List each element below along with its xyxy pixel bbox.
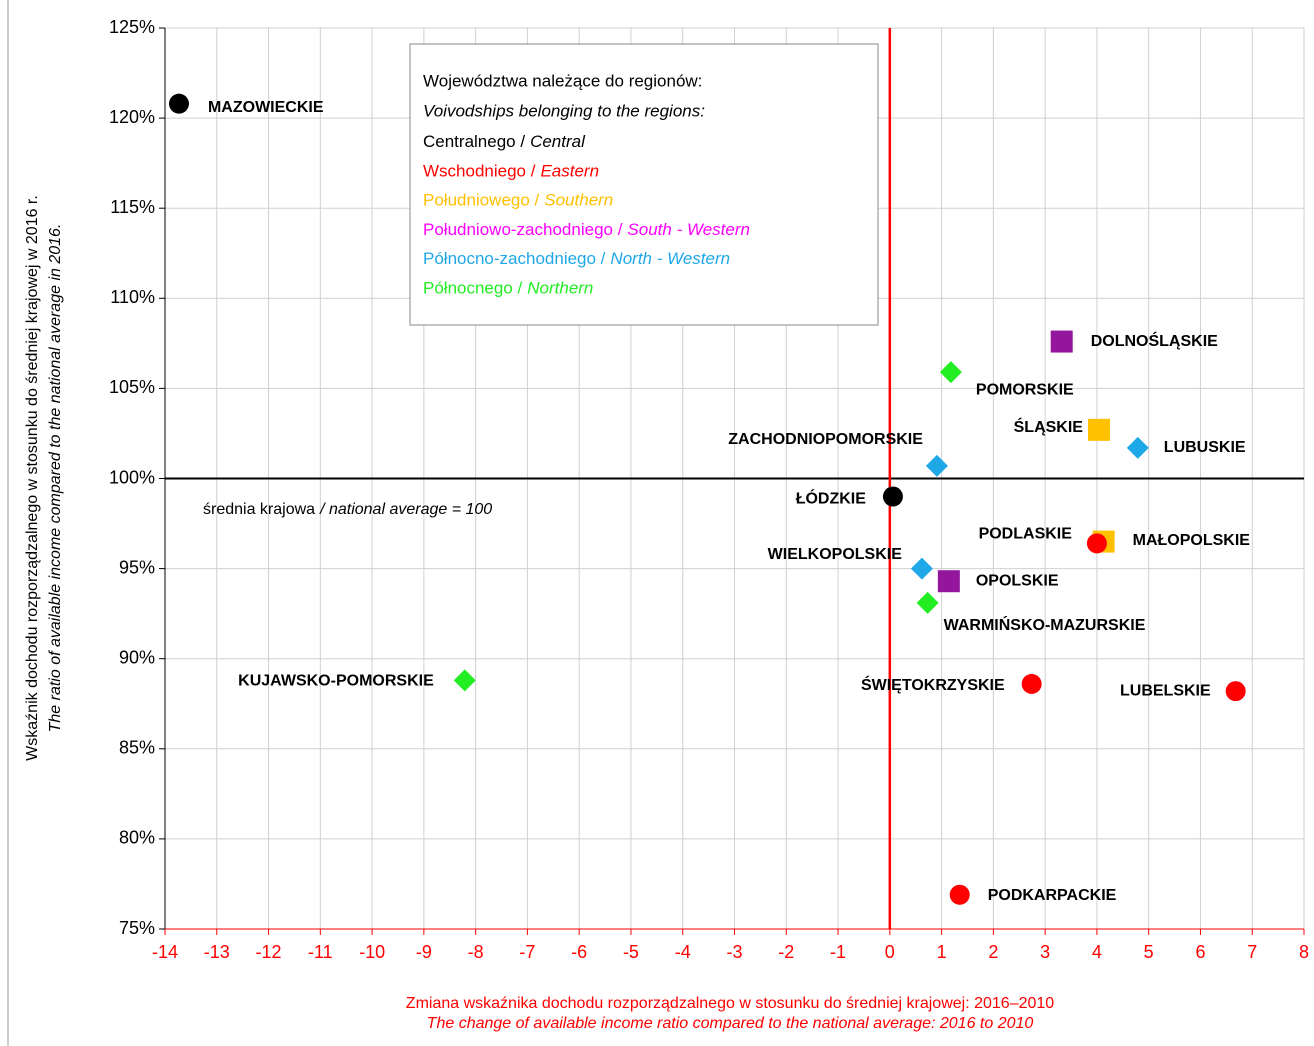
x-tick-label: 0 bbox=[885, 942, 895, 962]
x-tick-label: -1 bbox=[830, 942, 846, 962]
x-tick-label: 8 bbox=[1299, 942, 1309, 962]
point-label: PODLASKIE bbox=[979, 526, 1073, 543]
point bbox=[1087, 418, 1110, 441]
y-tick-label: 110% bbox=[110, 287, 155, 307]
x-axis-title: Zmiana wskaźnika dochodu rozporządzalneg… bbox=[406, 995, 1054, 1012]
point-label: LUBUSKIE bbox=[1164, 439, 1246, 456]
point bbox=[453, 669, 476, 692]
point-label: ZACHODNIOPOMORSKIE bbox=[728, 431, 923, 448]
point-label: MAŁOPOLSKIE bbox=[1133, 532, 1251, 549]
legend-entry-en: Central bbox=[530, 132, 586, 151]
point-label: PODKARPACKIE bbox=[988, 887, 1117, 904]
x-tick-label: -12 bbox=[256, 942, 282, 962]
y-tick-label: 90% bbox=[119, 647, 155, 667]
y-tick-label: 85% bbox=[119, 738, 155, 758]
y-tick-label: 120% bbox=[109, 107, 155, 127]
point bbox=[937, 570, 960, 593]
point-label: MAZOWIECKIE bbox=[208, 99, 324, 116]
point bbox=[1126, 436, 1149, 459]
legend-entry: Północnego / Northern bbox=[423, 279, 593, 298]
x-tick-label: -6 bbox=[571, 942, 587, 962]
point-label: KUJAWSKO-POMORSKIE bbox=[238, 673, 434, 690]
y-tick-label: 125% bbox=[109, 17, 155, 37]
y-axis-title-en: The ratio of available income compared t… bbox=[47, 224, 64, 733]
x-tick-label: 1 bbox=[937, 942, 947, 962]
legend-entry-pl: Południowo-zachodniego / bbox=[423, 220, 623, 239]
point bbox=[1086, 533, 1107, 554]
x-tick-label: -11 bbox=[308, 942, 333, 962]
point bbox=[949, 884, 970, 905]
point-label: LUBELSKIE bbox=[1120, 682, 1211, 699]
annotation: średnia krajowa / national average = 100 bbox=[203, 501, 492, 518]
y-tick-label: 100% bbox=[109, 467, 155, 487]
legend-entry-en: North - Western bbox=[610, 250, 730, 269]
legend-heading-en: Voivodships belonging to the regions: bbox=[423, 101, 705, 120]
legend-entry-pl: Północnego / bbox=[423, 279, 523, 298]
legend-entry-pl: Południowego / bbox=[423, 191, 540, 210]
legend-entry-en: Eastern bbox=[540, 162, 599, 181]
x-axis-title-en: The change of available income ratio com… bbox=[427, 1015, 1034, 1032]
annotation-pl: średnia krajowa bbox=[203, 501, 315, 518]
legend-entry-pl: Wschodniego / bbox=[423, 162, 536, 181]
legend-entry: Południowego / Southern bbox=[423, 191, 613, 210]
y-tick-label: 80% bbox=[119, 828, 155, 848]
point-label: DOLNOŚLĄSKIE bbox=[1091, 331, 1218, 350]
x-tick-label: -13 bbox=[204, 942, 230, 962]
x-tick-label: -7 bbox=[519, 942, 535, 962]
x-tick-label: 6 bbox=[1195, 942, 1205, 962]
point-label: WARMIŃSKO-MAZURSKIE bbox=[944, 615, 1146, 634]
y-tick-label: 75% bbox=[119, 918, 155, 938]
x-tick-label: -5 bbox=[623, 942, 639, 962]
legend-entry-pl: Północno-zachodniego / bbox=[423, 250, 606, 269]
y-tick-label: 105% bbox=[109, 377, 155, 397]
y-axis-title: Wskaźnik dochodu rozporządzalnego w stos… bbox=[24, 195, 41, 761]
legend-entry: Północno-zachodniego / North - Western bbox=[423, 250, 730, 269]
x-tick-label: 7 bbox=[1247, 942, 1257, 962]
x-tick-label: 2 bbox=[988, 942, 998, 962]
point bbox=[1225, 681, 1246, 702]
legend-entry: Wschodniego / Eastern bbox=[423, 162, 599, 181]
x-tick-label: 4 bbox=[1092, 942, 1102, 962]
legend-entry-en: Northern bbox=[527, 279, 593, 298]
x-tick-label: -2 bbox=[778, 942, 794, 962]
x-tick-label: -4 bbox=[675, 942, 691, 962]
y-tick-label: 95% bbox=[119, 557, 155, 577]
point-label: ŚWIĘTOKRZYSKIE bbox=[861, 675, 1005, 694]
legend-heading: Województwa należące do regionów: bbox=[423, 71, 702, 90]
point bbox=[939, 361, 962, 384]
x-tick-label: 3 bbox=[1040, 942, 1050, 962]
point-label: POMORSKIE bbox=[976, 381, 1074, 398]
legend-entry: Centralnego / Central bbox=[423, 132, 586, 151]
x-tick-label: -10 bbox=[359, 942, 385, 962]
x-tick-label: -8 bbox=[468, 942, 484, 962]
x-tick-label: -3 bbox=[726, 942, 742, 962]
legend-entry-pl: Centralnego / bbox=[423, 132, 525, 151]
annotation-en: / national average = 100 bbox=[319, 501, 492, 518]
point bbox=[882, 486, 903, 507]
point bbox=[916, 591, 939, 614]
legend-entry: Południowo-zachodniego / South - Western bbox=[423, 220, 750, 239]
x-tick-label: 5 bbox=[1144, 942, 1154, 962]
point bbox=[168, 93, 189, 114]
point-label: WIELKOPOLSKIE bbox=[768, 546, 903, 563]
point-label: OPOLSKIE bbox=[976, 572, 1059, 589]
point-label: ŁÓDZKIE bbox=[796, 489, 867, 508]
point bbox=[910, 557, 933, 580]
x-tick-label: -14 bbox=[152, 942, 178, 962]
legend-entry-en: South - Western bbox=[627, 220, 750, 239]
x-tick-label: -9 bbox=[416, 942, 432, 962]
legend-entry-en: Southern bbox=[544, 191, 613, 210]
legend-box bbox=[409, 43, 879, 326]
point bbox=[1050, 330, 1073, 353]
point-label: ŚLĄSKIE bbox=[1014, 417, 1084, 436]
point bbox=[925, 454, 948, 477]
point bbox=[1021, 673, 1042, 694]
y-tick-label: 115% bbox=[110, 197, 155, 217]
